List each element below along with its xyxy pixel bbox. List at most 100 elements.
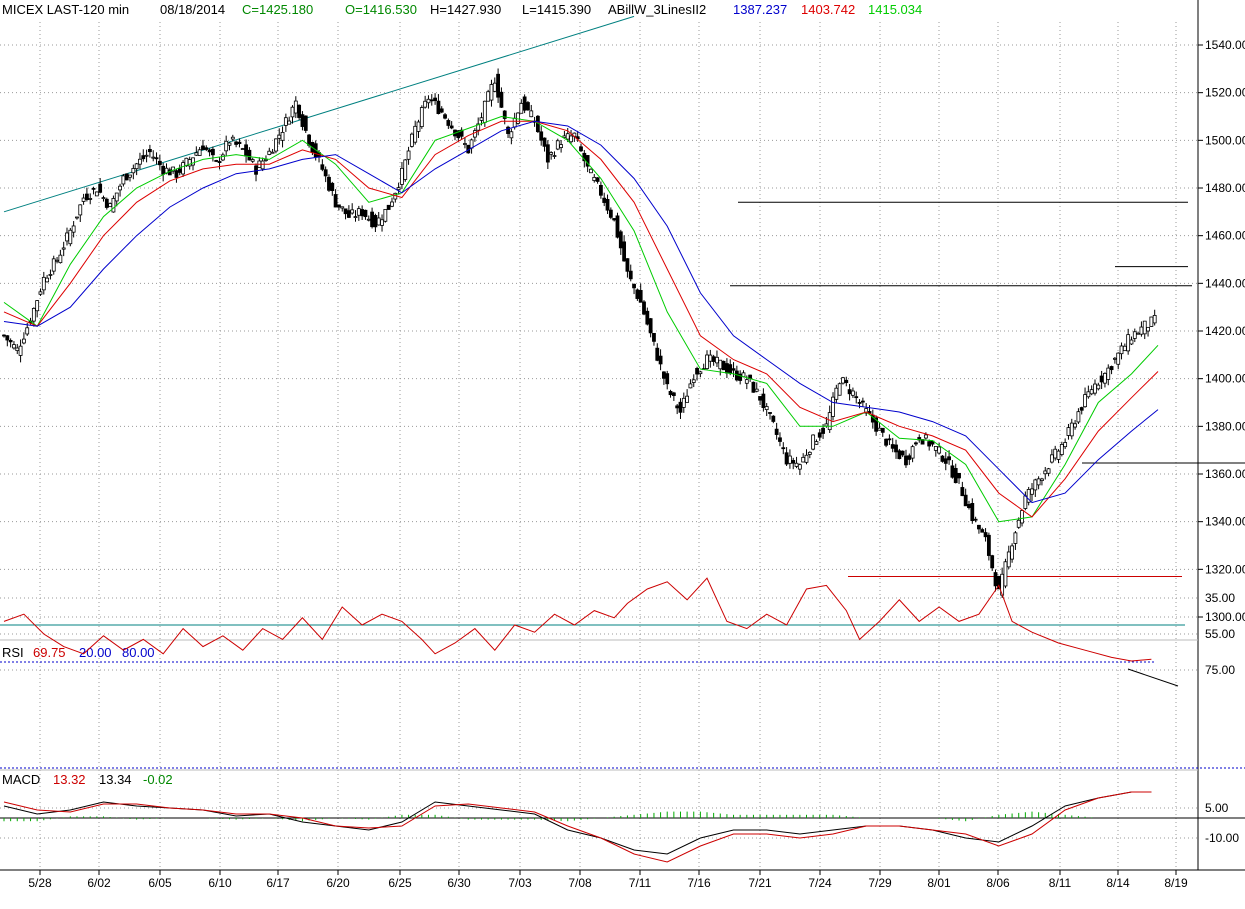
candle-body [1033,479,1038,491]
candle-body [774,428,779,435]
candle-body [55,259,59,262]
candle-body [270,151,275,154]
candle-body [459,129,464,137]
candle-body [681,397,686,408]
candle-body [1139,326,1144,335]
macd-signal: 13.34 [99,772,132,787]
rsi-trendline [1127,668,1179,687]
candle-body [197,149,202,156]
date-tick-label: 6/17 [266,876,290,890]
candle-body [48,274,53,276]
candle-body [698,371,703,375]
candle-body [85,193,89,201]
date-tick-label: 8/11 [1049,876,1072,890]
candle-body [927,441,932,447]
candle-body [512,117,517,128]
candle-body [234,141,239,145]
macd-line [3,791,1152,863]
candle-body [25,327,30,335]
candle-body [691,379,696,383]
candle-body [274,138,278,152]
candle-body [675,405,680,409]
candle-body [864,408,869,414]
candle-body [220,154,225,161]
candle-body [330,182,335,192]
macd-title: MACD [2,772,40,787]
candle-body [406,150,411,160]
candle-body [383,208,388,222]
candle-body [1056,450,1061,460]
candle-body [612,218,617,221]
macd-tick-label: -10.00 [1205,831,1239,845]
price-tick-label: 1380.00 [1205,419,1245,433]
candle-body [1122,345,1127,352]
price-tick-label: 1520.00 [1205,86,1245,100]
candle-body [114,192,119,202]
candle-body [1103,372,1107,384]
date-tick-label: 7/21 [748,876,772,890]
candle-body [960,487,965,497]
candle-body [157,160,162,166]
candle-body [204,147,209,150]
candle-body [933,446,938,451]
candle-body [94,191,99,197]
candle-body [1132,331,1137,339]
candle-body [993,572,998,587]
candle-body [154,157,159,160]
candle-body [1099,375,1104,383]
candle-body [897,450,902,460]
candle-body [579,146,583,152]
macd-plot: 5.00 -10.00 [0,791,1245,863]
rsi-tick-label: 35.00 [1205,591,1235,605]
candle-body [615,215,620,238]
candle-body [61,247,66,250]
candle-body [400,167,404,185]
candle-body [240,148,245,150]
candle-body [463,143,467,145]
candle-body [754,388,759,392]
candle-body [161,165,166,175]
candle-body [695,367,699,375]
candle-body [217,161,222,163]
candle-body [937,446,942,454]
candle-body [953,468,958,484]
candle-body [283,117,288,126]
candle-body [1126,334,1131,352]
candle-body [472,130,477,138]
header-line-blue: 1387.237 [733,2,787,17]
candle-body [416,121,421,132]
candle-body [18,345,23,356]
candle-body [668,391,673,396]
candle-body [622,241,627,262]
candle-body [174,170,179,178]
candle-body [678,401,683,413]
candle-body [950,465,955,478]
candle-body [539,131,544,141]
candle-body [552,155,557,157]
ma-line [3,120,1159,504]
header-bar: MICEX LAST-120 min 08/18/2014 C=1425.180… [2,2,922,17]
candle-body [333,194,338,208]
candle-body [645,310,650,325]
rsi-upper-band: 80.00 [122,645,155,660]
price-tick-label: 1420.00 [1205,324,1245,338]
candle-body [1040,478,1044,481]
candle-body [821,427,825,434]
candle-body [31,307,36,322]
candle-body [5,335,10,341]
candle-body [817,432,822,438]
candle-body [851,390,855,396]
candle-body [837,383,842,396]
candle-body [1116,352,1121,365]
candle-body [665,373,670,385]
candle-body [419,107,424,128]
candle-body [758,396,762,401]
candle-body [595,177,600,182]
candle-body [247,149,252,161]
candle-body [728,364,733,374]
date-tick-label: 7/29 [868,876,892,890]
candle-body [1066,427,1071,436]
candle-body [771,415,776,422]
price-panel: 1540.00 1520.00 1500.00 1480.00 1460.00 1440.… [0,15,1245,626]
